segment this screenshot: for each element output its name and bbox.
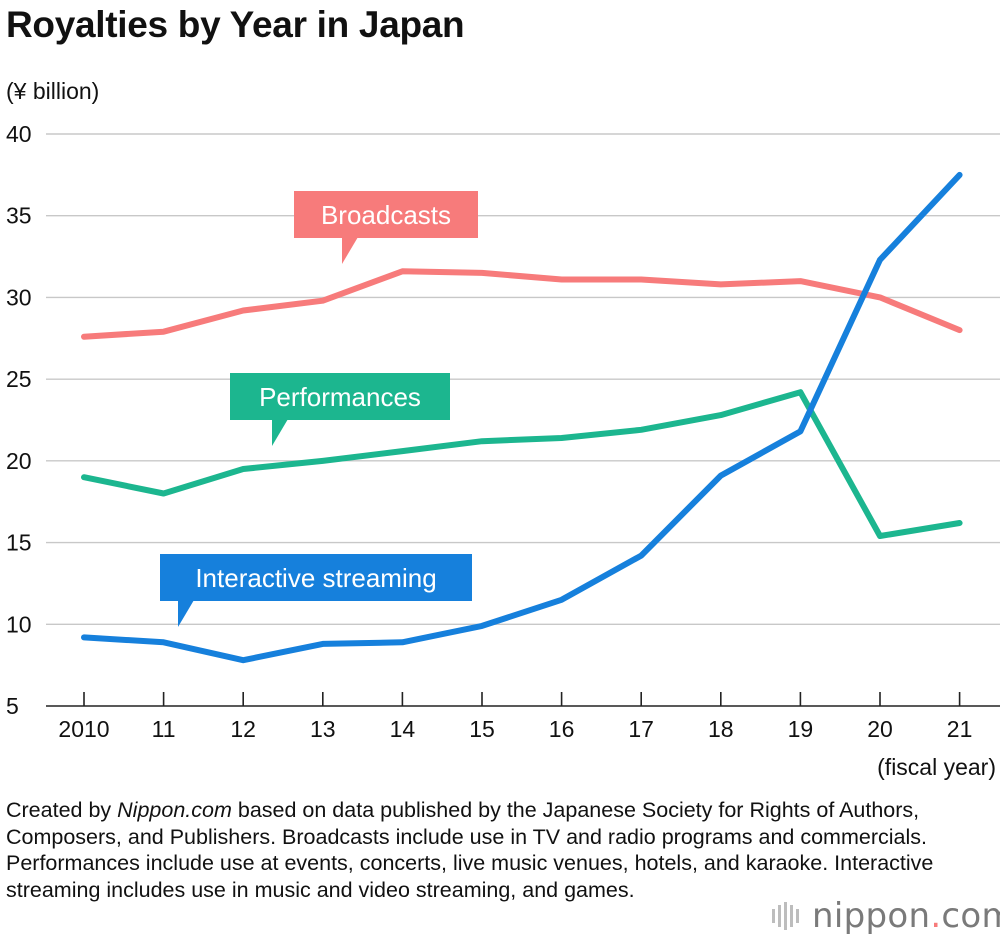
callout-pointer	[178, 600, 194, 627]
nippon-logo: nippon.com	[770, 896, 1000, 936]
y-axis-ticks: 40 35 30 25 20 15 10 5	[6, 121, 32, 719]
y-tick-label: 25	[6, 366, 32, 392]
callout-pointer	[342, 237, 358, 264]
series-label: Performances	[259, 382, 421, 412]
x-tick-label: 11	[152, 716, 176, 742]
y-tick-label: 20	[6, 448, 32, 474]
callout-box	[294, 191, 478, 238]
y-tick-label: 5	[6, 693, 19, 719]
series-line-broadcasts	[81, 268, 963, 340]
y-tick-label: 15	[6, 530, 32, 556]
series-line-interactive-streaming	[81, 171, 963, 664]
x-axis-label: (fiscal year)	[877, 754, 996, 780]
x-tick-label: 21	[947, 716, 973, 742]
series-line-performances	[81, 389, 963, 539]
series-labels: Broadcasts Performances Interactive stream…	[160, 191, 478, 627]
x-tick-label: 13	[310, 716, 336, 742]
y-tick-label: 40	[6, 121, 32, 147]
line-chart: (¥ billion) 40 35 30 25 20 15 10 5 2010 11 12 13 14…	[6, 78, 1000, 780]
x-tick-label: 20	[867, 716, 893, 742]
footnote-source-name: Nippon.com	[117, 798, 232, 822]
y-tick-label: 35	[6, 203, 32, 229]
x-tick-label: 12	[230, 716, 256, 742]
callout-pointer	[272, 419, 288, 446]
footnote-body: based on data published by the Japanese …	[6, 798, 934, 902]
chart-title: Royalties by Year in Japan	[6, 4, 465, 45]
series-label: Broadcasts	[321, 200, 451, 230]
series-callout-broadcasts: Broadcasts	[294, 191, 478, 264]
series-lines	[81, 171, 963, 664]
y-tick-label: 30	[6, 284, 32, 310]
x-tick-label: 14	[390, 716, 416, 742]
y-axis-label: (¥ billion)	[6, 78, 99, 104]
footnote-prefix: Created by	[6, 798, 118, 822]
gridlines	[46, 133, 1000, 707]
x-tick-label: 15	[469, 716, 495, 742]
source-footnote: Created by Nippon.com based on data publ…	[6, 797, 991, 903]
x-tick-label: 19	[788, 716, 814, 742]
x-axis-ticks: 2010 11 12 13 14 15 16 17 18 19 20 21	[58, 692, 972, 742]
y-tick-label: 10	[6, 611, 32, 637]
series-callout-interactive-streaming: Interactive streaming	[160, 554, 472, 627]
series-label: Interactive streaming	[195, 563, 436, 593]
x-tick-label: 2010	[58, 716, 109, 742]
x-tick-label: 18	[708, 716, 734, 742]
callout-box	[160, 554, 472, 601]
series-callout-performances: Performances	[230, 373, 450, 446]
x-tick-label: 17	[628, 716, 654, 742]
callout-box	[230, 373, 450, 420]
x-tick-label: 16	[549, 716, 575, 742]
nippon-logo-text: nippon.com	[812, 896, 1000, 936]
nippon-logo-icon	[772, 902, 799, 930]
